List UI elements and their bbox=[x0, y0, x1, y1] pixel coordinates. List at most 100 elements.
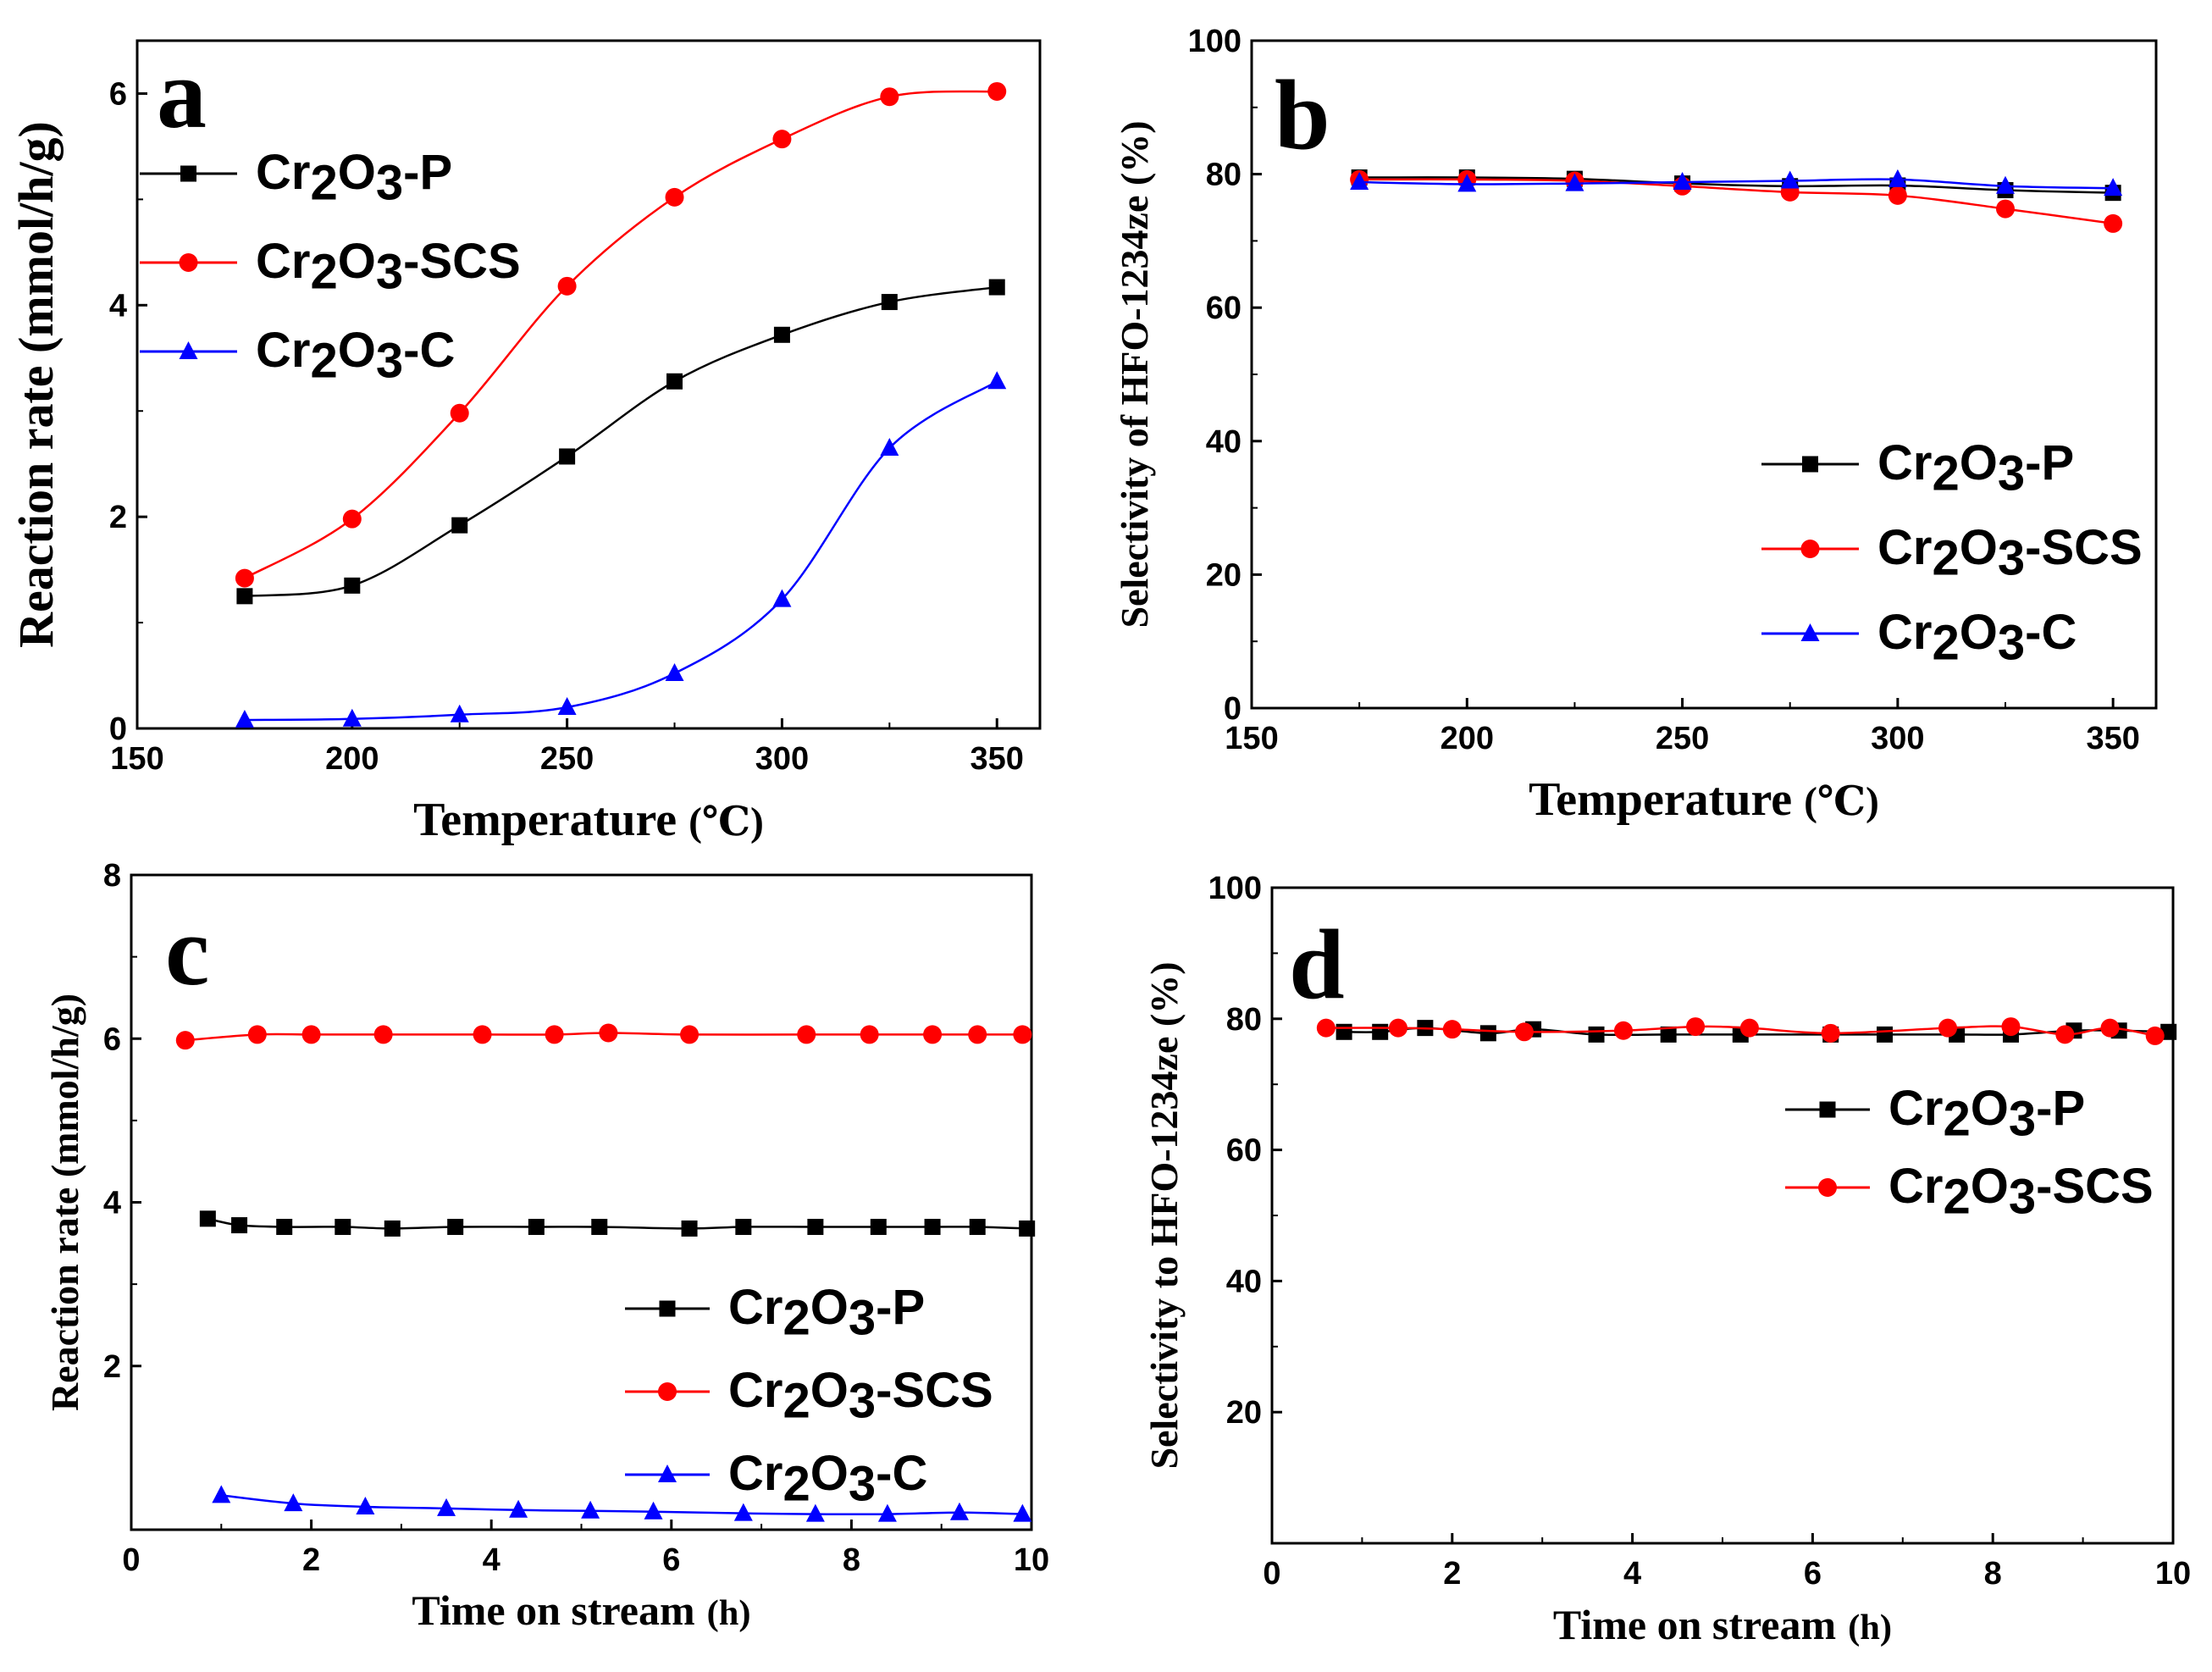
data-point bbox=[344, 577, 361, 594]
legend-marker bbox=[658, 1382, 677, 1401]
data-point bbox=[1019, 1220, 1036, 1237]
plot-frame bbox=[130, 873, 1033, 1531]
y-tick-label: 0 bbox=[109, 711, 127, 747]
legend-label: Cr2O3-P bbox=[256, 145, 452, 210]
data-point bbox=[473, 1025, 492, 1044]
data-point bbox=[2055, 1025, 2075, 1044]
legend-marker bbox=[1800, 623, 1820, 641]
data-point bbox=[1514, 1022, 1534, 1042]
x-tick-label: 4 bbox=[1623, 1556, 1641, 1592]
legend-label: Cr2O3-SCS bbox=[256, 234, 521, 299]
data-point bbox=[450, 403, 469, 423]
y-tick-label: 8 bbox=[103, 858, 121, 894]
series-p bbox=[236, 279, 1005, 605]
data-point bbox=[1996, 199, 2015, 219]
data-point bbox=[1442, 1020, 1462, 1039]
data-point bbox=[1013, 1503, 1032, 1522]
x-tick-label: 150 bbox=[110, 741, 163, 777]
series-line bbox=[1359, 176, 2114, 194]
data-point bbox=[199, 1210, 216, 1227]
data-point bbox=[247, 1025, 267, 1044]
y-tick-label: 20 bbox=[1206, 557, 1241, 593]
chart-panel-b: 150 200 250 300 350 0 20 40 60 80 100 Temperature (℃… bbox=[1113, 24, 2158, 826]
x-tick-label: 4 bbox=[483, 1542, 500, 1578]
legend-label: Cr2O3-SCS bbox=[1877, 520, 2143, 585]
series-scs bbox=[235, 81, 1007, 588]
x-tick-label: 350 bbox=[2086, 721, 2139, 756]
legend-label: Cr2O3-P bbox=[1877, 435, 2074, 501]
legend-marker bbox=[1818, 1178, 1837, 1197]
data-point bbox=[969, 1218, 986, 1235]
data-point bbox=[1372, 1023, 1389, 1040]
y-tick-label: 100 bbox=[1208, 871, 1262, 906]
data-point bbox=[373, 1025, 393, 1044]
data-point bbox=[1335, 1023, 1352, 1040]
legend-marker bbox=[179, 341, 198, 359]
data-point bbox=[1877, 1026, 1894, 1043]
legend-marker bbox=[658, 1464, 677, 1482]
plot-frame bbox=[135, 39, 1042, 730]
y-tick-label: 80 bbox=[1206, 158, 1241, 193]
data-point bbox=[2100, 1018, 2120, 1038]
legend-label: Cr2O3-SCS bbox=[1888, 1159, 2154, 1224]
data-point bbox=[447, 1218, 464, 1235]
data-point bbox=[1660, 1026, 1677, 1043]
y-tick-label: 80 bbox=[1226, 1002, 1262, 1038]
panel-label: a bbox=[157, 38, 207, 149]
data-point bbox=[2001, 1017, 2021, 1037]
data-point bbox=[1479, 1025, 1496, 1042]
data-point bbox=[175, 1031, 195, 1050]
data-point bbox=[1780, 170, 1800, 189]
x-tick-label: 250 bbox=[1656, 721, 1709, 756]
x-tick-label: 250 bbox=[540, 741, 594, 777]
data-point bbox=[988, 279, 1005, 296]
data-point bbox=[557, 276, 577, 296]
data-point bbox=[301, 1025, 321, 1044]
y-tick-label: 2 bbox=[103, 1349, 121, 1385]
data-point bbox=[1996, 175, 2015, 194]
series-p bbox=[199, 1210, 1036, 1237]
data-point bbox=[276, 1218, 293, 1235]
data-point bbox=[797, 1025, 816, 1044]
data-point bbox=[2145, 1026, 2165, 1045]
data-point bbox=[807, 1218, 824, 1235]
y-tick-label: 100 bbox=[1188, 24, 1241, 59]
legend: Cr2O3-P Cr2O3-SCS Cr2O3-C bbox=[625, 1280, 993, 1511]
plot-frame bbox=[1270, 886, 2175, 1545]
x-tick-label: 300 bbox=[1871, 721, 1924, 756]
data-point bbox=[356, 1496, 375, 1514]
series-line bbox=[207, 1217, 1027, 1230]
data-point bbox=[923, 1025, 943, 1044]
data-point bbox=[1013, 1025, 1032, 1044]
chart-panel-a: 150 200 250 300 350 0 2 4 6 Temperature (℃) Reactio… bbox=[8, 38, 1042, 846]
legend-marker bbox=[180, 165, 196, 182]
data-point bbox=[1938, 1018, 1957, 1038]
y-tick-label: 0 bbox=[1224, 691, 1241, 727]
data-point bbox=[528, 1218, 545, 1235]
data-point bbox=[924, 1218, 941, 1235]
y-tick-label: 40 bbox=[1206, 424, 1241, 460]
data-point bbox=[680, 1025, 700, 1044]
data-point bbox=[236, 588, 253, 605]
x-tick-label: 350 bbox=[971, 741, 1024, 777]
legend-label: Cr2O3-P bbox=[728, 1280, 925, 1345]
data-point bbox=[735, 1218, 752, 1235]
data-point bbox=[1388, 1018, 1407, 1038]
data-point bbox=[1565, 173, 1584, 191]
data-point bbox=[384, 1220, 401, 1237]
data-point bbox=[1673, 172, 1692, 191]
x-tick-label: 0 bbox=[122, 1542, 140, 1578]
data-point bbox=[231, 1217, 248, 1234]
data-point bbox=[450, 704, 469, 723]
data-point bbox=[1457, 174, 1477, 192]
x-tick-label: 6 bbox=[1804, 1556, 1822, 1592]
data-point bbox=[665, 663, 684, 682]
data-point bbox=[235, 568, 254, 588]
data-point bbox=[437, 1498, 456, 1516]
x-tick-label: 200 bbox=[1441, 721, 1494, 756]
legend-label: Cr2O3-C bbox=[256, 323, 455, 388]
y-axis-label: Selectivity to HFO-1234ze (%) bbox=[1142, 961, 1186, 1469]
legend: Cr2O3-P Cr2O3-SCS Cr2O3-C bbox=[1761, 435, 2143, 670]
data-point bbox=[644, 1501, 663, 1520]
legend-marker bbox=[1802, 456, 1818, 473]
